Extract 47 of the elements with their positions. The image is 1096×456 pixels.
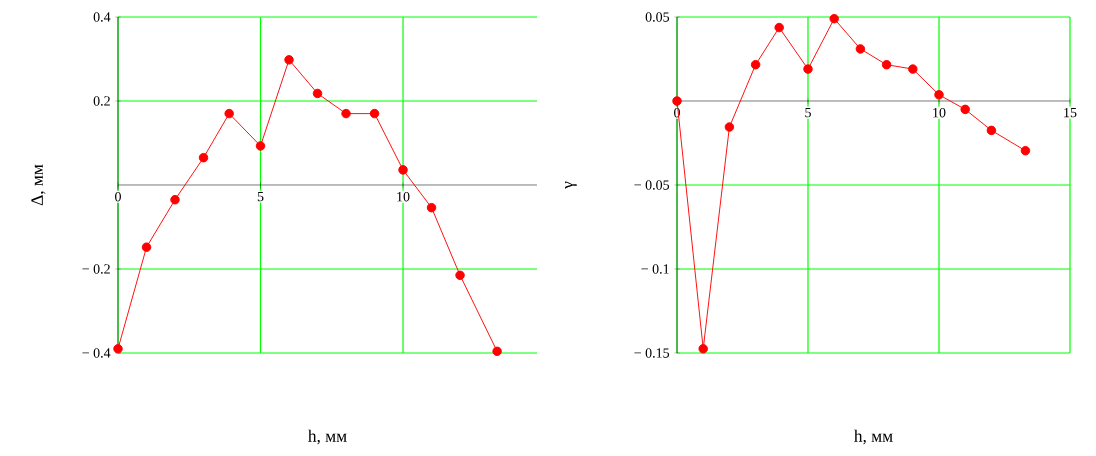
y-tick-label: − 0.15 bbox=[634, 348, 670, 358]
point bbox=[672, 96, 682, 106]
point bbox=[170, 194, 180, 205]
x-tick-label: 5 bbox=[257, 191, 264, 202]
y-tick-label: − 0.1 bbox=[641, 264, 669, 274]
x-tick-label: 15 bbox=[1064, 107, 1077, 118]
point bbox=[455, 270, 465, 281]
y-tick-label: − 0.05 bbox=[634, 180, 670, 190]
x-tick-label: 10 bbox=[397, 191, 410, 202]
y-tick-label: 0.2 bbox=[93, 96, 110, 106]
y-tick-label: 0.4 bbox=[93, 12, 111, 22]
point bbox=[934, 90, 944, 100]
point bbox=[198, 152, 209, 163]
point bbox=[312, 88, 323, 99]
point bbox=[284, 55, 294, 65]
point bbox=[855, 44, 866, 54]
x-tick-label: 0 bbox=[674, 107, 680, 118]
point bbox=[426, 202, 437, 213]
point bbox=[960, 104, 970, 115]
x-tick-label: 10 bbox=[933, 107, 946, 118]
point bbox=[829, 13, 839, 24]
point bbox=[774, 22, 784, 33]
point bbox=[724, 122, 735, 132]
y-tick-label: − 0.4 bbox=[82, 348, 111, 358]
point bbox=[803, 64, 813, 74]
y-tick-label: − 0.2 bbox=[82, 264, 110, 274]
point bbox=[881, 59, 892, 70]
point bbox=[908, 64, 918, 74]
point bbox=[369, 108, 380, 119]
point bbox=[255, 141, 266, 151]
point bbox=[492, 346, 502, 357]
point bbox=[341, 108, 351, 119]
x-tick-label: 0 bbox=[115, 191, 121, 202]
point bbox=[141, 242, 152, 252]
y-tick-label: 0.05 bbox=[645, 12, 670, 22]
point bbox=[113, 344, 123, 354]
point bbox=[1020, 145, 1031, 156]
point bbox=[698, 344, 708, 354]
x-axis-title: h, мм bbox=[854, 429, 893, 445]
x-tick-label: 5 bbox=[805, 107, 811, 118]
point bbox=[986, 125, 997, 136]
x-axis-title: h, мм bbox=[308, 429, 347, 445]
y-axis-title: Δ, мм bbox=[31, 164, 46, 206]
point bbox=[224, 108, 234, 119]
point bbox=[398, 165, 408, 175]
point bbox=[750, 59, 761, 70]
y-axis-title: γ bbox=[565, 181, 577, 189]
